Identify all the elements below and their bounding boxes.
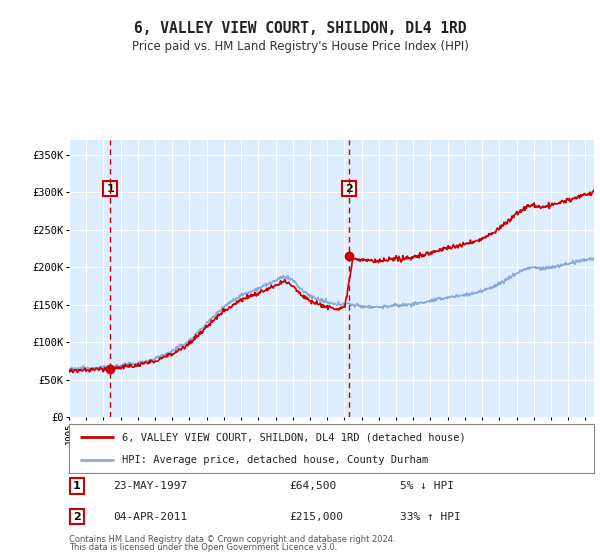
Text: HPI: Average price, detached house, County Durham: HPI: Average price, detached house, Coun… [121, 455, 428, 465]
Text: 2: 2 [73, 512, 81, 522]
Text: 2: 2 [345, 184, 353, 194]
Text: 04-APR-2011: 04-APR-2011 [113, 512, 188, 522]
Text: Price paid vs. HM Land Registry's House Price Index (HPI): Price paid vs. HM Land Registry's House … [131, 40, 469, 53]
Text: 6, VALLEY VIEW COURT, SHILDON, DL4 1RD: 6, VALLEY VIEW COURT, SHILDON, DL4 1RD [134, 21, 466, 36]
Text: 6, VALLEY VIEW COURT, SHILDON, DL4 1RD (detached house): 6, VALLEY VIEW COURT, SHILDON, DL4 1RD (… [121, 432, 465, 442]
Text: 23-MAY-1997: 23-MAY-1997 [113, 481, 188, 491]
Text: Contains HM Land Registry data © Crown copyright and database right 2024.: Contains HM Land Registry data © Crown c… [69, 535, 395, 544]
Text: £215,000: £215,000 [290, 512, 343, 522]
Text: 1: 1 [106, 184, 114, 194]
Text: 33% ↑ HPI: 33% ↑ HPI [400, 512, 461, 522]
Text: 1: 1 [73, 481, 81, 491]
Text: £64,500: £64,500 [290, 481, 337, 491]
Text: This data is licensed under the Open Government Licence v3.0.: This data is licensed under the Open Gov… [69, 543, 337, 552]
Text: 5% ↓ HPI: 5% ↓ HPI [400, 481, 454, 491]
